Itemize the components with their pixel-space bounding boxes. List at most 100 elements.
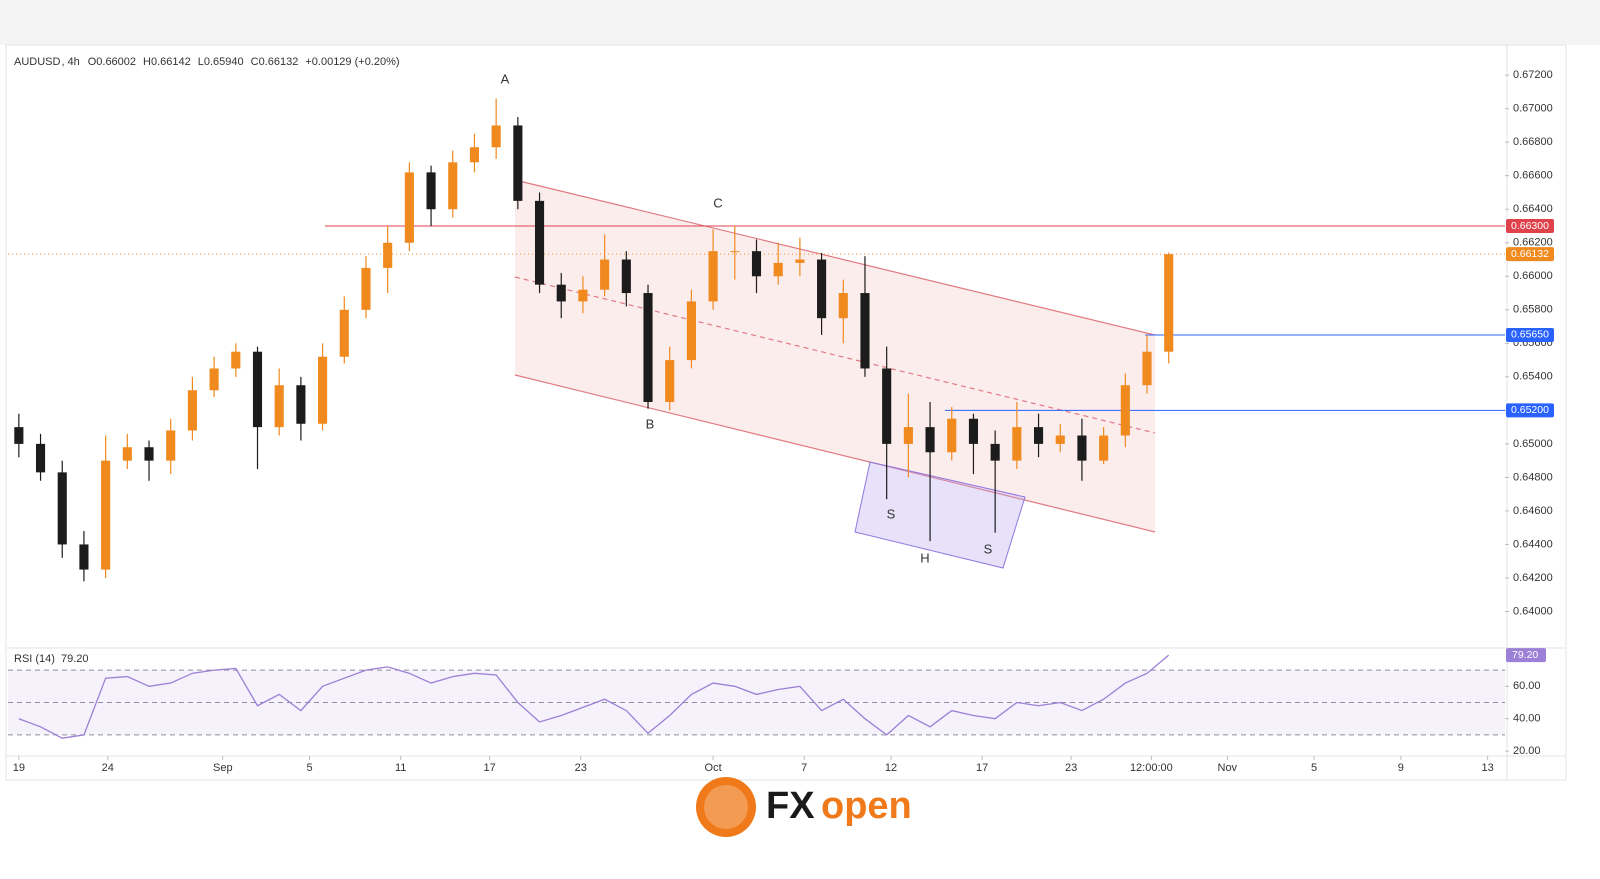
x-tick-label: 12 [885,762,897,774]
y-tick-label: 0.64600 [1513,505,1553,517]
logo-icon-inner [704,785,748,829]
y-tick-label: 0.66600 [1513,170,1553,182]
candle-body [122,447,132,461]
candle-body [730,251,740,253]
x-tick-label: 11 [395,762,406,774]
legend-text: 4h [67,56,79,68]
x-tick-label: 23 [575,762,587,774]
x-tick-label: Nov [1218,762,1238,774]
y-tick-label: 0.66800 [1513,136,1553,148]
candle-body [621,259,631,294]
candle-body [1012,427,1022,461]
candle-body [968,418,979,444]
logo-fx: FX [766,785,815,827]
legend-text: +0.00129 (+0.20%) [305,56,399,68]
candle-body [252,351,263,428]
candle-body [686,301,696,361]
legend-text: 0.66002 [96,56,136,68]
annotation: C [713,195,722,210]
candle-body [751,251,762,277]
legend-sep: , [61,56,64,68]
y-tick-label: 0.66000 [1513,270,1553,282]
candle-body [209,368,219,391]
candle-body [1142,351,1152,386]
level-badge [1506,219,1554,234]
candle-body [903,427,913,444]
candle-body [101,460,111,570]
candle-body [231,351,241,369]
rsi-last: 79.20 [61,653,89,665]
candle-body [404,172,414,243]
candle-body [491,125,501,148]
rsi-line [18,654,1170,739]
logo-icon [696,777,756,837]
candle-body [860,293,870,369]
legend-text: 0.66142 [151,56,191,68]
x-tick-label: Oct [705,762,722,774]
candle-body [361,267,371,310]
y-tick-label: 0.67200 [1513,69,1553,81]
candle-body [448,162,458,210]
x-tick-label: 12:00:00 [1130,762,1173,774]
y-tick-label: 0.66400 [1513,203,1553,215]
candle-body [817,259,827,319]
candle-body [187,390,197,431]
x-tick-label: 17 [484,762,496,774]
legend-text: L [198,56,204,68]
candle-body [556,284,566,302]
legend-text: 0.66132 [259,56,299,68]
x-tick-label: 13 [1482,762,1494,774]
legend-text: O [88,56,97,68]
rsi-badge-label: 79.20 [1512,649,1538,661]
candle-body [14,427,24,444]
chart-frame [5,44,1567,781]
level-label: 0.65200 [1511,404,1549,416]
candle-body [882,368,892,444]
x-tick-label: 17 [976,762,988,774]
level-label: 0.65650 [1511,329,1549,341]
y-tick-label: 0.64400 [1513,538,1553,550]
x-tick-label: 7 [801,762,807,774]
candle-body [57,472,67,545]
candle-body [1099,435,1109,461]
candle-body [469,147,480,163]
y-tick-label: 0.64800 [1513,471,1553,483]
annotation: A [501,71,510,86]
candle-body [925,427,935,453]
y-tick-label: 20.00 [1513,745,1541,757]
x-tick-label: 24 [102,762,114,774]
candle-body [578,289,588,302]
candle-body [534,200,545,285]
candle-body [1033,427,1044,444]
x-tick-label: 5 [307,762,313,774]
rsi-title: RSI (14) [14,653,55,665]
annotation: B [646,416,655,431]
x-tick-label: 5 [1311,762,1317,774]
legend-text: H [143,56,151,68]
candle-body [318,356,328,424]
channel-upper [514,179,1156,336]
candle-body [339,309,349,357]
candle-body [1055,435,1065,444]
legend-text: C [251,56,259,68]
candle-body [643,293,653,402]
candle-body [144,447,154,461]
hs-box [854,461,1026,569]
candle-body [426,172,436,210]
candle-body [35,443,46,473]
annotation: S [887,506,896,521]
y-tick-label: 40.00 [1513,713,1541,725]
level-label: 0.66132 [1511,248,1549,260]
candle-body [990,443,1000,461]
candle-body [838,293,848,319]
y-tick-label: 0.64000 [1513,605,1553,617]
y-tick-label: 0.67000 [1513,103,1553,115]
candle-body [1120,385,1130,436]
candle-body [79,544,89,570]
candle-body [600,259,610,290]
candle-body [383,242,393,268]
level-badge [1506,247,1554,262]
candle-body [1077,435,1087,461]
channel-mid [514,276,1156,434]
